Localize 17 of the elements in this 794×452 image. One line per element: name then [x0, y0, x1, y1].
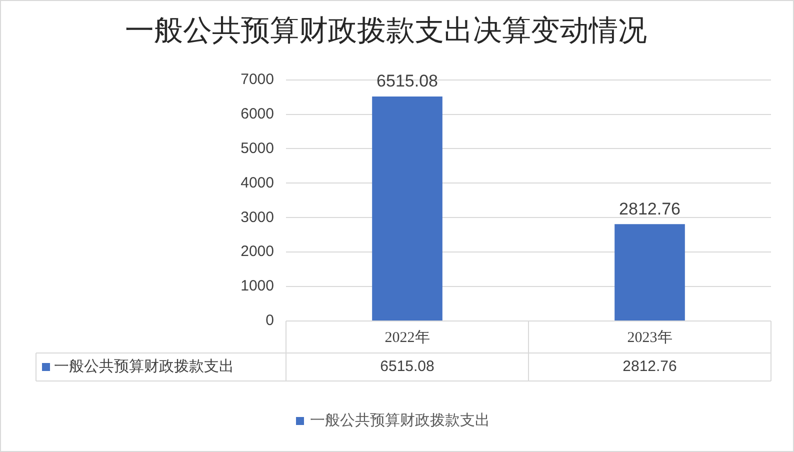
y-tick-label: 0	[266, 312, 274, 330]
annotation: 2812.76	[619, 199, 680, 218]
y-tick-label: 2000	[240, 243, 274, 260]
data-label: 6515.08	[380, 358, 434, 376]
chart-title: 一般公共预算财政拨款支出决算变动情况	[125, 15, 647, 48]
legend-label: 一般公共预算财政拨款支出	[310, 412, 490, 429]
y-tick-label: 4000	[240, 174, 274, 192]
data-label: 2812.76	[622, 358, 677, 376]
x-tick-label: 2022年	[384, 328, 430, 346]
y-tick-label: 7000	[240, 70, 274, 88]
x-tick-label: 2023年	[627, 328, 672, 346]
y-tick-label: 1000	[240, 278, 274, 295]
annotation: 6515.08	[376, 72, 438, 91]
text: 一般公共预算财政拨款支出	[54, 358, 234, 375]
y-tick-label: 6000	[240, 105, 274, 122]
y-tick-label: 5000	[240, 140, 274, 157]
y-tick-label: 3000	[240, 208, 274, 226]
